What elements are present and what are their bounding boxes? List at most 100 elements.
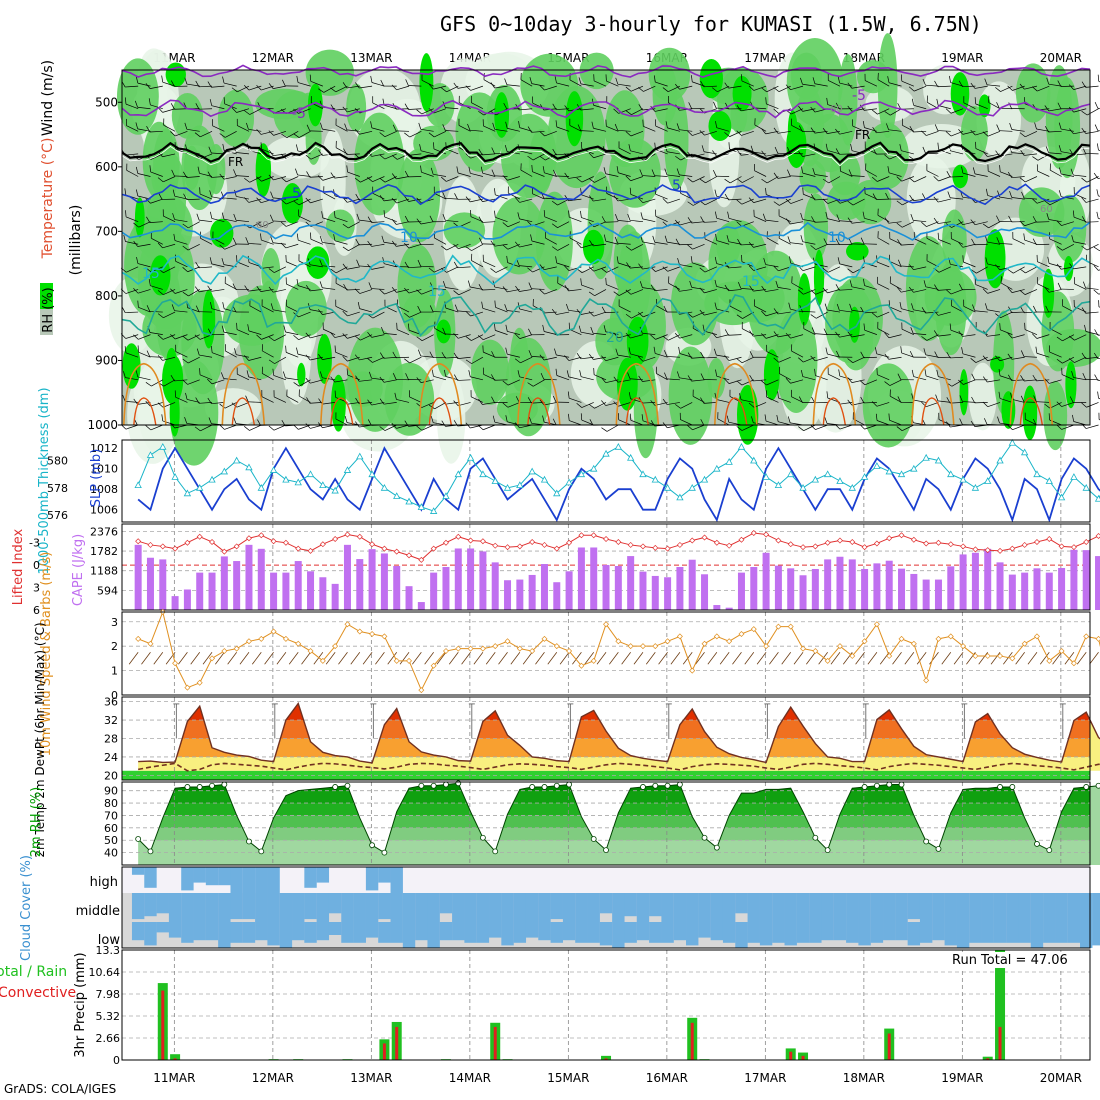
barb-staff — [396, 329, 410, 335]
barb-flag — [975, 141, 977, 149]
barb-flag — [182, 291, 189, 297]
li-marker — [800, 544, 807, 551]
barb-staff — [507, 353, 520, 358]
wind-barb — [711, 332, 730, 339]
wind-barb — [162, 209, 176, 222]
y-axis-label-rh: RH (%) — [41, 287, 56, 332]
barb-flag — [884, 353, 889, 360]
barb-flag — [515, 396, 520, 403]
barb-flag — [593, 367, 595, 375]
wind-barb — [689, 280, 705, 290]
barb-flag — [877, 72, 879, 80]
barb-staff — [974, 173, 988, 177]
barb-staff — [482, 424, 496, 431]
barb-flag — [787, 236, 791, 243]
barb-flag — [470, 390, 472, 397]
wind-barb — [1020, 149, 1038, 156]
barb-flag — [803, 322, 805, 329]
barb-staff — [950, 289, 964, 295]
barb-flag — [124, 346, 127, 353]
wind-barb — [428, 131, 447, 138]
barb-flag — [442, 214, 446, 221]
rh-moist-patch — [803, 193, 829, 262]
barb-flag — [443, 369, 447, 377]
barb-flag — [199, 368, 201, 375]
isotherm-line — [121, 99, 1091, 119]
wind-barb — [601, 424, 619, 432]
barb-flag — [555, 256, 558, 264]
barb-staff — [1000, 282, 1013, 290]
barb-staff — [409, 396, 422, 403]
wind-barb — [884, 217, 902, 224]
barb-staff — [864, 329, 878, 335]
barb-staff — [335, 85, 348, 93]
barb-flag — [859, 380, 866, 386]
wind-speed-marker — [763, 643, 770, 650]
cape-bar — [1082, 550, 1090, 610]
barb-flag — [429, 305, 434, 312]
barb-flag — [1057, 282, 1062, 290]
wind10m-frame — [121, 611, 1091, 696]
barb-flag — [860, 351, 865, 358]
barb-flag — [996, 215, 1000, 222]
barb-flag — [959, 395, 963, 402]
barb-staff — [174, 219, 188, 223]
wind-barb — [482, 367, 496, 381]
isotherm-30-line — [428, 397, 453, 426]
barb-staff — [285, 377, 299, 381]
thickness-marker — [737, 442, 746, 450]
barb-flag — [555, 120, 558, 128]
barb-flag — [963, 96, 965, 103]
barb-flag — [542, 415, 545, 423]
barb-staff — [716, 375, 730, 381]
barb-flag — [970, 358, 977, 363]
barb-flag — [421, 73, 423, 81]
barb-staff — [988, 170, 1001, 177]
wind-barb — [520, 72, 533, 87]
date-label-bottom: 13MAR — [350, 1071, 392, 1085]
temp-line — [138, 701, 1100, 764]
barb-staff — [347, 334, 360, 339]
barb-staff — [703, 85, 717, 88]
barb-staff — [1011, 197, 1025, 200]
wind-barb — [765, 97, 779, 110]
barb-flag — [909, 125, 914, 133]
cape-bar — [171, 596, 179, 610]
barb-flag — [195, 103, 200, 110]
wind-barb — [627, 213, 644, 223]
barb-flag — [638, 86, 644, 92]
barb-staff — [556, 375, 570, 381]
barb-flag — [576, 402, 583, 408]
wind-barb — [836, 303, 853, 313]
barb-flag — [433, 186, 435, 194]
barb-staff — [335, 217, 348, 223]
barb-staff — [926, 221, 939, 227]
barb-flag — [676, 123, 680, 130]
barb-staff — [556, 311, 570, 315]
barb-flag — [1056, 263, 1062, 270]
wind-barb — [847, 217, 865, 224]
wind-barb-10m — [424, 652, 434, 665]
barb-staff — [346, 85, 360, 89]
barb-flag — [245, 237, 249, 244]
rh-tick-label: 60 — [104, 822, 118, 835]
cape-bar — [787, 568, 795, 610]
barb-staff — [642, 175, 656, 177]
barb-staff — [175, 334, 188, 340]
barb-flag — [1007, 424, 1013, 430]
thickness-marker — [393, 492, 401, 499]
barb-flag — [908, 264, 914, 270]
wind-barb — [416, 289, 434, 295]
barb-flag — [971, 373, 976, 380]
wind-barb — [578, 77, 594, 87]
barb-staff — [851, 309, 865, 313]
barb-staff — [408, 108, 422, 110]
wind-barb — [778, 366, 791, 381]
wind-barb — [354, 176, 373, 183]
wind-barb — [527, 379, 545, 387]
barb-staff — [346, 153, 360, 155]
barb-staff — [606, 424, 619, 432]
barb-flag — [687, 201, 694, 206]
barb-flag — [798, 426, 804, 431]
barb-staff — [151, 237, 163, 245]
